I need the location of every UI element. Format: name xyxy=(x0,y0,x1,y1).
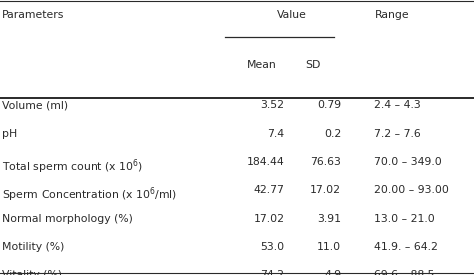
Text: Motility (%): Motility (%) xyxy=(2,242,65,252)
Text: SD: SD xyxy=(306,60,321,70)
Text: 3.91: 3.91 xyxy=(317,214,341,224)
Text: 41.9. – 64.2: 41.9. – 64.2 xyxy=(374,242,438,252)
Text: 17.02: 17.02 xyxy=(254,214,284,224)
Text: 2.4 – 4.3: 2.4 – 4.3 xyxy=(374,100,421,110)
Text: 42.77: 42.77 xyxy=(254,185,284,195)
Text: Vitality (%): Vitality (%) xyxy=(2,270,63,275)
Text: 184.44: 184.44 xyxy=(246,157,284,167)
Text: Volume (ml): Volume (ml) xyxy=(2,100,69,110)
Text: 69.6 – 88.5: 69.6 – 88.5 xyxy=(374,270,435,275)
Text: 70.0 – 349.0: 70.0 – 349.0 xyxy=(374,157,442,167)
Text: 53.0: 53.0 xyxy=(260,242,284,252)
Text: 4.9: 4.9 xyxy=(324,270,341,275)
Text: Mean: Mean xyxy=(246,60,276,70)
Text: 17.02: 17.02 xyxy=(310,185,341,195)
Text: Normal morphology (%): Normal morphology (%) xyxy=(2,214,133,224)
Text: 13.0 – 21.0: 13.0 – 21.0 xyxy=(374,214,435,224)
Text: Range: Range xyxy=(374,10,409,20)
Text: 11.0: 11.0 xyxy=(317,242,341,252)
Text: Parameters: Parameters xyxy=(2,10,65,20)
Text: 74.2: 74.2 xyxy=(260,270,284,275)
Text: 0.79: 0.79 xyxy=(317,100,341,110)
Text: 7.4: 7.4 xyxy=(267,129,284,139)
Text: pH: pH xyxy=(2,129,18,139)
Text: Value: Value xyxy=(277,10,307,20)
Text: 76.63: 76.63 xyxy=(310,157,341,167)
Text: Total sperm count (x 10$^{6}$): Total sperm count (x 10$^{6}$) xyxy=(2,157,144,176)
Text: 7.2 – 7.6: 7.2 – 7.6 xyxy=(374,129,421,139)
Text: 0.2: 0.2 xyxy=(324,129,341,139)
Text: 3.52: 3.52 xyxy=(260,100,284,110)
Text: 20.00 – 93.00: 20.00 – 93.00 xyxy=(374,185,449,195)
Text: Sperm Concentration (x 10$^{6}$/ml): Sperm Concentration (x 10$^{6}$/ml) xyxy=(2,185,178,204)
